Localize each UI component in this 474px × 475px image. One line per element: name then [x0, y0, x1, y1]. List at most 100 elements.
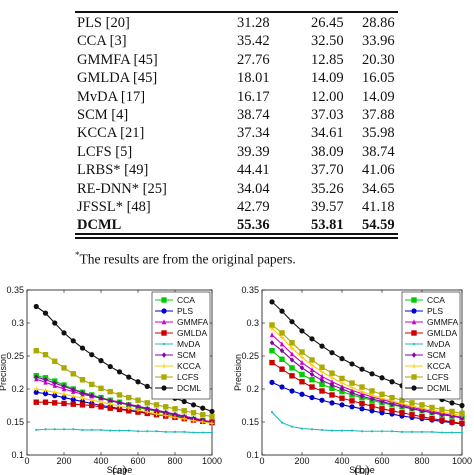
- data-point: [290, 425, 294, 428]
- data-point: [269, 379, 275, 385]
- value-cell-1: 39.39: [237, 143, 270, 160]
- data-point: [350, 429, 354, 432]
- series-gmlda: [269, 359, 465, 427]
- table-row: PLS [20] 31.28 26.45 28.86: [75, 14, 398, 33]
- method-cell: KCCA [21]: [77, 125, 145, 142]
- precision-scope-charts: 0 200 400 600 800 1000 0.1 0.15 0.2 0.25 0.3 0.35 Sc…: [0, 285, 472, 475]
- data-point: [420, 430, 424, 433]
- data-point: [135, 404, 141, 410]
- data-point: [349, 387, 355, 393]
- value-cell-2: 12.00: [311, 88, 344, 105]
- y-tick-label: 0.3: [11, 318, 24, 328]
- value-cell-3: 38.74: [362, 143, 395, 160]
- data-point: [449, 419, 455, 425]
- legend-entry: DCML: [405, 383, 451, 393]
- legend-entry: GMMFA: [405, 317, 458, 327]
- data-point: [329, 375, 335, 380]
- data-point: [329, 400, 335, 406]
- data-point: [136, 430, 140, 433]
- data-point: [163, 413, 168, 418]
- table-top-rule: [75, 11, 398, 13]
- data-point: [339, 383, 345, 389]
- value-cell-2: 37.03: [311, 107, 344, 123]
- data-point: [52, 380, 57, 386]
- data-point: [116, 369, 123, 375]
- data-point: [42, 391, 49, 397]
- table-row: KCCA [21] 37.34 34.61 35.98: [75, 124, 398, 143]
- panel-label: (a): [112, 462, 126, 475]
- data-point: [98, 400, 104, 405]
- series-scm: [269, 340, 465, 421]
- data-point: [90, 428, 93, 432]
- data-point: [44, 428, 47, 431]
- value-cell-1: 42.79: [237, 199, 270, 215]
- data-point: [118, 429, 121, 432]
- legend-entry: KCCA: [405, 361, 451, 371]
- data-point: [52, 358, 58, 364]
- table-row: MvDA [17] 16.17 12.00 14.09: [75, 88, 398, 107]
- value-cell-3: 54.59: [362, 217, 395, 234]
- data-point: [35, 428, 38, 432]
- legend-label: DCML: [177, 383, 201, 393]
- y-tick-label: 0.35: [241, 285, 259, 295]
- data-point: [201, 431, 204, 434]
- data-point: [379, 398, 385, 405]
- legend-label: GMMFA: [427, 317, 458, 327]
- legend-entry: MvDA: [405, 339, 450, 349]
- data-point: [289, 373, 295, 379]
- legend-marker: [411, 374, 417, 380]
- y-tick-label: 0.15: [241, 417, 259, 427]
- data-point: [108, 398, 113, 404]
- data-point: [300, 427, 304, 430]
- legend-entry: GMLDA: [155, 328, 208, 338]
- data-point: [153, 402, 160, 408]
- value-cell-2: 37.70: [311, 162, 344, 179]
- method-cell: LCFS [5]: [77, 143, 133, 160]
- data-point: [43, 388, 48, 393]
- data-point: [320, 428, 324, 432]
- table-row: GMLDA [45] 18.01 14.09 16.05: [75, 69, 398, 88]
- legend-marker: [411, 385, 417, 391]
- value-cell-2: 14.09: [311, 70, 344, 87]
- data-point: [349, 398, 355, 404]
- x-tick-label: 800: [167, 456, 182, 466]
- data-point: [117, 403, 122, 409]
- data-point: [52, 393, 58, 399]
- data-point: [61, 365, 67, 371]
- x-axis-label: Scope: [107, 465, 133, 475]
- data-point: [34, 374, 39, 380]
- data-point: [319, 343, 325, 349]
- legend-entry: CCA: [405, 295, 445, 305]
- y-tick-label: 0.3: [246, 318, 259, 328]
- data-point: [299, 391, 305, 397]
- value-cell-2: 26.45: [311, 15, 344, 31]
- value-cell-3: 14.09: [362, 88, 395, 105]
- data-point: [173, 430, 177, 433]
- data-point: [107, 388, 113, 395]
- x-tick-label: 800: [414, 456, 429, 466]
- value-cell-1: 35.42: [237, 33, 270, 50]
- data-point: [135, 407, 141, 413]
- data-point: [339, 402, 345, 408]
- table-bottom-rule: [75, 233, 398, 235]
- method-cell: MvDA [17]: [77, 88, 146, 105]
- data-point: [279, 356, 285, 362]
- data-point: [61, 394, 67, 401]
- data-point: [98, 385, 104, 392]
- data-point: [53, 428, 56, 431]
- data-point: [339, 356, 345, 362]
- legend-marker: [161, 352, 167, 358]
- x-tick-label: 200: [294, 456, 309, 466]
- y-tick-label: 0.1: [246, 450, 259, 460]
- legend-marker: [161, 308, 167, 314]
- data-point: [70, 338, 76, 344]
- data-point: [280, 421, 284, 424]
- data-point: [126, 374, 132, 380]
- data-point: [190, 410, 197, 416]
- data-point: [330, 429, 334, 432]
- data-point: [61, 392, 67, 397]
- value-cell-2: 34.61: [311, 125, 344, 142]
- y-tick-label: 0.25: [6, 351, 24, 361]
- data-point: [389, 408, 395, 414]
